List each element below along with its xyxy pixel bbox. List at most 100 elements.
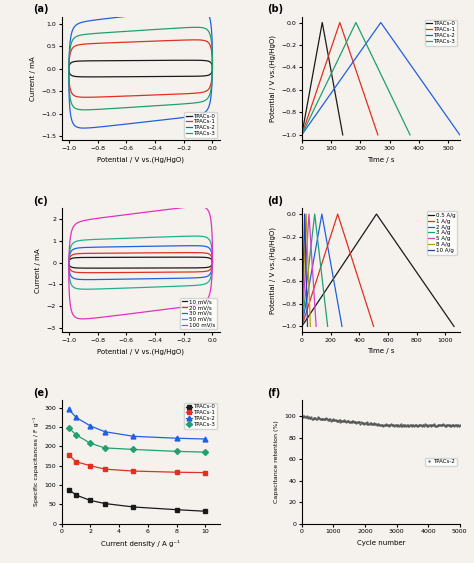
TPACs-0 (88, 74, 93, 81)
50 mV/s (69, 242, 74, 248)
20 mV/s (88, 269, 93, 276)
30 mV/s (190, 242, 196, 249)
TPACs-2 (194, 6, 200, 12)
Line: TPACs-1: TPACs-1 (69, 40, 212, 97)
TPACs-1 (77, 93, 83, 100)
Line: 3 A/g: 3 A/g (302, 214, 328, 327)
Line: TPACs-2: TPACs-2 (69, 9, 212, 128)
10 mV/s (91, 265, 97, 271)
TPACs-1 (104, 93, 109, 100)
TPACs-3 (193, 24, 199, 30)
0.5 A/g (299, 323, 305, 330)
100 mV/s (80, 315, 86, 322)
TPACs-2 (457, 422, 463, 428)
TPACs-3 (69, 38, 74, 45)
20 mV/s (169, 249, 174, 256)
X-axis label: Potential / V vs.(Hg/HgO): Potential / V vs.(Hg/HgO) (97, 157, 184, 163)
3 A/g (312, 211, 318, 217)
30 mV/s (104, 276, 109, 283)
0.5 A/g (451, 323, 457, 330)
TPACs-3 (173, 448, 179, 455)
TPACs-1 (169, 37, 174, 44)
20 mV/s (104, 269, 109, 276)
Legend: TPACs-0, TPACs-1, TPACs-2, TPACs-3: TPACs-0, TPACs-1, TPACs-2, TPACs-3 (184, 403, 217, 428)
10 mV/s (141, 265, 146, 271)
TPACs-1 (337, 19, 343, 26)
20 mV/s (141, 269, 146, 276)
50 mV/s (83, 286, 89, 293)
TPACs-2 (173, 435, 179, 441)
100 mV/s (141, 309, 146, 315)
0.5 A/g (374, 211, 379, 217)
10 mV/s (134, 254, 139, 261)
TPACs-0 (169, 57, 174, 64)
10 mV/s (184, 254, 190, 261)
TPACs-0 (319, 19, 325, 26)
10 A/g (305, 323, 310, 330)
TPACs-2 (134, 12, 139, 19)
50 mV/s (141, 284, 146, 291)
TPACs-0 (141, 73, 146, 80)
TPACs-0 (102, 500, 108, 507)
50 mV/s (77, 285, 83, 292)
8 A/g (308, 323, 313, 330)
Line: TPACs-2: TPACs-2 (66, 407, 208, 441)
TPACs-0 (77, 73, 83, 80)
TPACs-3 (141, 103, 146, 110)
Line: TPACs-0: TPACs-0 (67, 488, 207, 513)
Line: TPACs-1: TPACs-1 (302, 23, 378, 135)
TPACs-2 (104, 123, 109, 129)
Line: 1 A/g: 1 A/g (302, 214, 374, 327)
Line: 0.5 A/g: 0.5 A/g (302, 214, 454, 327)
Y-axis label: Current / mA: Current / mA (35, 248, 41, 293)
Line: 100 mV/s: 100 mV/s (69, 207, 212, 319)
X-axis label: Cycle number: Cycle number (356, 540, 405, 546)
Line: 30 mV/s: 30 mV/s (69, 245, 212, 280)
TPACs-2 (81, 125, 87, 132)
TPACs-2 (210, 57, 215, 64)
1 A/g (299, 323, 305, 330)
Line: TPACs-3: TPACs-3 (67, 426, 207, 454)
TPACs-2 (66, 406, 72, 413)
TPACs-3 (353, 19, 359, 26)
TPACs-2 (131, 433, 137, 440)
TPACs-2 (73, 414, 79, 421)
30 mV/s (141, 275, 146, 282)
TPACs-1 (192, 37, 198, 43)
Y-axis label: Capacitance retention (%): Capacitance retention (%) (274, 421, 279, 503)
TPACs-0 (210, 65, 215, 72)
20 mV/s (69, 252, 74, 258)
TPACs-3 (73, 431, 79, 438)
Legend: TPACs-0, TPACs-1, TPACs-2, TPACs-3: TPACs-0, TPACs-1, TPACs-2, TPACs-3 (184, 112, 217, 138)
TPACs-3 (131, 446, 137, 453)
20 mV/s (210, 259, 215, 266)
Y-axis label: Specific capacitances / F g⁻¹: Specific capacitances / F g⁻¹ (33, 417, 39, 507)
10 mV/s (210, 259, 215, 266)
TPACs-3 (104, 105, 109, 112)
50 mV/s (210, 257, 215, 263)
Text: (d): (d) (267, 196, 283, 206)
TPACs-3 (169, 25, 174, 32)
10 A/g (299, 323, 305, 330)
Line: TPACs-3: TPACs-3 (69, 27, 212, 110)
10 mV/s (77, 265, 83, 271)
Y-axis label: Potential / V vs.(Hg/HgO): Potential / V vs.(Hg/HgO) (269, 227, 275, 314)
TPACs-0 (69, 59, 74, 66)
TPACs-2 (77, 124, 83, 131)
TPACs-3 (134, 27, 139, 34)
TPACs-2 (299, 413, 305, 420)
X-axis label: Time / s: Time / s (367, 157, 394, 163)
TPACs-3 (202, 449, 208, 455)
5 A/g (299, 323, 305, 330)
3 A/g (325, 323, 330, 330)
Line: 50 mV/s: 50 mV/s (69, 236, 212, 289)
5 A/g (306, 211, 312, 217)
TPACs-1 (88, 462, 93, 469)
30 mV/s (77, 276, 83, 283)
100 mV/s (210, 251, 215, 257)
10 mV/s (104, 265, 109, 271)
TPACs-2 (385, 422, 391, 428)
TPACs-2 (169, 8, 174, 15)
30 mV/s (69, 247, 74, 254)
Text: (c): (c) (33, 196, 48, 206)
